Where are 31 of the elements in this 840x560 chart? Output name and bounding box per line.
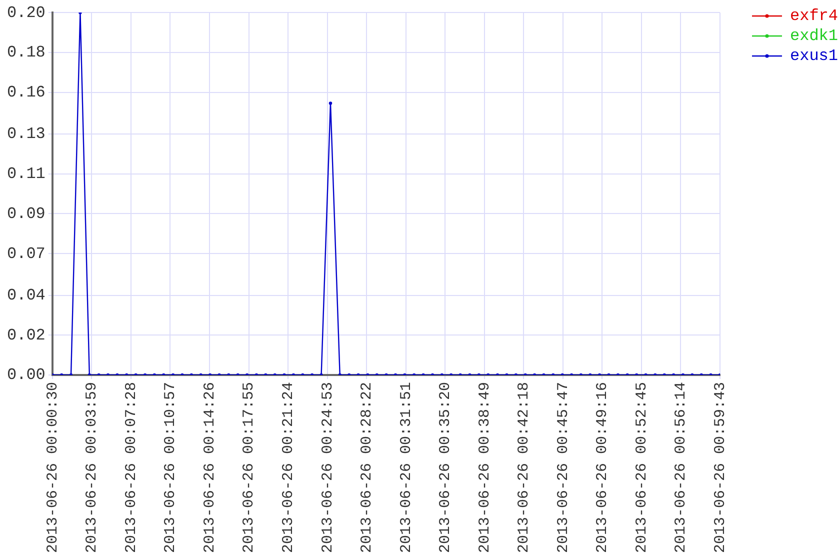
y-tick-label: 0.02 <box>7 326 46 344</box>
x-tick-label: 2013-06-26 00:31:51 <box>398 382 415 554</box>
y-tick-label: 0.16 <box>7 84 46 102</box>
y-tick-label: 0.00 <box>7 366 46 384</box>
x-tick-label: 2013-06-26 00:45:47 <box>554 382 572 554</box>
x-tick-label: 2013-06-26 00:59:43 <box>712 382 729 554</box>
y-tick-label: 0.13 <box>7 125 46 144</box>
y-tick-label: 0.11 <box>7 165 46 184</box>
x-tick-label: 2013-06-26 00:38:49 <box>476 382 494 554</box>
x-tick-label: 2013-06-26 00:42:18 <box>516 382 533 554</box>
x-tick-label: 2013-06-26 00:52:45 <box>633 382 650 554</box>
x-tick-label: 2013-06-26 00:00:30 <box>44 382 62 554</box>
legend-label: exdk1 <box>790 27 838 46</box>
x-tick-label: 2013-06-26 00:03:59 <box>84 382 101 554</box>
legend-label: exfr4 <box>790 7 838 26</box>
x-tick-label: 2013-06-26 00:49:16 <box>594 382 612 554</box>
y-tick-label: 0.07 <box>7 244 46 263</box>
y-tick-label: 0.04 <box>7 286 46 304</box>
x-tick-label: 2013-06-26 00:21:24 <box>280 382 297 554</box>
legend-label: exus1 <box>790 47 838 66</box>
x-tick-label: 2013-06-26 00:14:26 <box>201 382 218 554</box>
y-tick-label: 0.20 <box>7 4 46 22</box>
x-tick-label: 2013-06-26 00:17:55 <box>240 382 258 554</box>
x-tick-label: 2013-06-26 00:24:53 <box>319 382 336 554</box>
y-tick-label: 0.18 <box>7 44 46 62</box>
x-tick-label: 2013-06-26 00:07:28 <box>122 382 140 554</box>
x-tick-label: 2013-06-26 00:56:14 <box>672 382 690 554</box>
y-tick-label: 0.09 <box>7 204 46 223</box>
x-tick-label: 2013-06-26 00:10:57 <box>162 382 180 554</box>
x-tick-label: 2013-06-26 00:35:20 <box>437 382 454 554</box>
x-tick-label: 2013-06-26 00:28:22 <box>358 382 376 554</box>
